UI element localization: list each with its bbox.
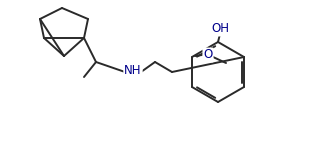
Text: OH: OH xyxy=(211,22,229,36)
Text: NH: NH xyxy=(124,64,142,78)
Text: O: O xyxy=(204,49,213,61)
